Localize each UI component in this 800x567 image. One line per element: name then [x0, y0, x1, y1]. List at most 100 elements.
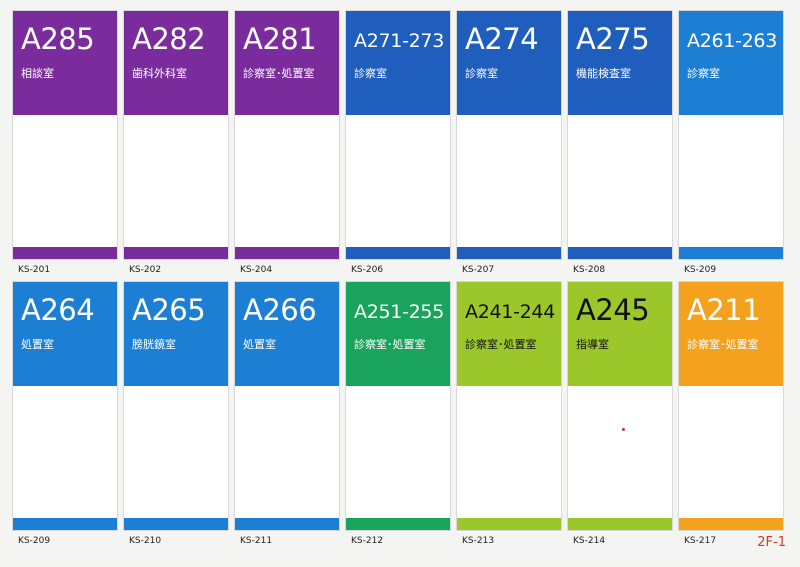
- product-code: KS-213: [462, 536, 495, 546]
- sign-cell: A275 機能検査室 KS-208: [567, 10, 673, 281]
- product-code: KS-214: [573, 536, 606, 546]
- room-number: A281: [243, 22, 317, 56]
- room-number: A282: [132, 22, 206, 56]
- sign-header: A275 機能検査室: [568, 11, 672, 115]
- room-sign: A265 膀胱鏡室: [123, 281, 229, 531]
- sign-header: A211 診察室･処置室: [679, 282, 783, 386]
- product-code: KS-202: [129, 265, 162, 275]
- sign-header: A241-244 診察室･処置室: [457, 282, 561, 386]
- room-number: A266: [243, 293, 317, 327]
- sign-cell: A274 診察室 KS-207: [456, 10, 562, 281]
- room-name: 診察室･処置室: [354, 338, 426, 351]
- page-label: 2F-1: [757, 535, 786, 550]
- room-sign: A282 歯科外科室: [123, 10, 229, 260]
- room-name: 診察室: [687, 67, 720, 80]
- room-sign: A281 診察室･処置室: [234, 10, 340, 260]
- room-sign: A285 相談室: [12, 10, 118, 260]
- room-name: 診察室: [465, 67, 498, 80]
- sign-header: A251-255 診察室･処置室: [346, 282, 450, 386]
- room-name: 指導室: [576, 338, 609, 351]
- room-name: 処置室: [21, 338, 54, 351]
- room-sign: A264 処置室: [12, 281, 118, 531]
- room-name: 診察室: [354, 67, 387, 80]
- room-number: A271-273: [354, 30, 444, 52]
- room-sign: A245 指導室: [567, 281, 673, 531]
- product-code: KS-201: [18, 265, 51, 275]
- sign-header: A245 指導室: [568, 282, 672, 386]
- room-name: 診察室･処置室: [687, 338, 759, 351]
- product-code: KS-209: [684, 265, 717, 275]
- sign-footer-band: [124, 518, 228, 530]
- sign-header: A264 処置室: [13, 282, 117, 386]
- product-code: KS-208: [573, 265, 606, 275]
- room-number: A245: [576, 293, 650, 327]
- sign-cell: A264 処置室 KS-209: [12, 281, 118, 552]
- sign-footer-band: [457, 247, 561, 259]
- room-sign: A271-273 診察室: [345, 10, 451, 260]
- room-sign: A274 診察室: [456, 10, 562, 260]
- product-code: KS-210: [129, 536, 162, 546]
- product-code: KS-217: [684, 536, 717, 546]
- room-number: A265: [132, 293, 206, 327]
- sign-footer-band: [679, 247, 783, 259]
- sign-cell: A261-263 診察室 KS-209: [678, 10, 784, 281]
- sign-cell: A245 指導室 KS-214: [567, 281, 673, 552]
- room-sign: A241-244 診察室･処置室: [456, 281, 562, 531]
- sign-header: A282 歯科外科室: [124, 11, 228, 115]
- sign-footer-band: [235, 518, 339, 530]
- room-sign: A251-255 診察室･処置室: [345, 281, 451, 531]
- sign-footer-band: [679, 518, 783, 530]
- sign-header: A281 診察室･処置室: [235, 11, 339, 115]
- sign-header: A285 相談室: [13, 11, 117, 115]
- sign-footer-band: [568, 247, 672, 259]
- room-number: A274: [465, 22, 539, 56]
- sign-footer-band: [346, 518, 450, 530]
- room-number: A251-255: [354, 301, 444, 323]
- room-sign: A266 処置室: [234, 281, 340, 531]
- sign-cell: A266 処置室 KS-211: [234, 281, 340, 552]
- product-code: KS-211: [240, 536, 273, 546]
- room-name: 歯科外科室: [132, 67, 187, 80]
- sign-cell: A285 相談室 KS-201: [12, 10, 118, 281]
- sign-cell: A271-273 診察室 KS-206: [345, 10, 451, 281]
- sign-header: A266 処置室: [235, 282, 339, 386]
- room-name: 処置室: [243, 338, 276, 351]
- product-code: KS-206: [351, 265, 384, 275]
- room-name: 膀胱鏡室: [132, 338, 176, 351]
- sign-cell: A281 診察室･処置室 KS-204: [234, 10, 340, 281]
- print-speck: [622, 428, 625, 431]
- sign-header: A261-263 診察室: [679, 11, 783, 115]
- room-number: A211: [687, 293, 761, 327]
- sign-footer-band: [13, 247, 117, 259]
- sign-header: A271-273 診察室: [346, 11, 450, 115]
- room-name: 相談室: [21, 67, 54, 80]
- room-sign: A261-263 診察室: [678, 10, 784, 260]
- product-code: KS-204: [240, 265, 273, 275]
- room-name: 診察室･処置室: [465, 338, 537, 351]
- sign-footer-band: [346, 247, 450, 259]
- room-number: A241-244: [465, 301, 555, 323]
- room-number: A285: [21, 22, 95, 56]
- sign-footer-band: [568, 518, 672, 530]
- sign-footer-band: [13, 518, 117, 530]
- room-number: A264: [21, 293, 95, 327]
- product-code: KS-209: [18, 536, 51, 546]
- room-sign: A211 診察室･処置室: [678, 281, 784, 531]
- sign-footer-band: [235, 247, 339, 259]
- room-number: A275: [576, 22, 650, 56]
- sign-cell: A241-244 診察室･処置室 KS-213: [456, 281, 562, 552]
- product-code: KS-212: [351, 536, 384, 546]
- sign-cell: A282 歯科外科室 KS-202: [123, 10, 229, 281]
- product-code: KS-207: [462, 265, 495, 275]
- room-name: 機能検査室: [576, 67, 631, 80]
- room-sign: A275 機能検査室: [567, 10, 673, 260]
- sign-header: A274 診察室: [457, 11, 561, 115]
- sign-footer-band: [124, 247, 228, 259]
- sign-cell: A265 膀胱鏡室 KS-210: [123, 281, 229, 552]
- sign-header: A265 膀胱鏡室: [124, 282, 228, 386]
- sign-footer-band: [457, 518, 561, 530]
- room-name: 診察室･処置室: [243, 67, 315, 80]
- sign-sheet-grid: A285 相談室 KS-201 A282 歯科外科室 KS-202 A281 診察室･処置…: [12, 10, 784, 552]
- sign-cell: A251-255 診察室･処置室 KS-212: [345, 281, 451, 552]
- sign-cell: A211 診察室･処置室 KS-217: [678, 281, 784, 552]
